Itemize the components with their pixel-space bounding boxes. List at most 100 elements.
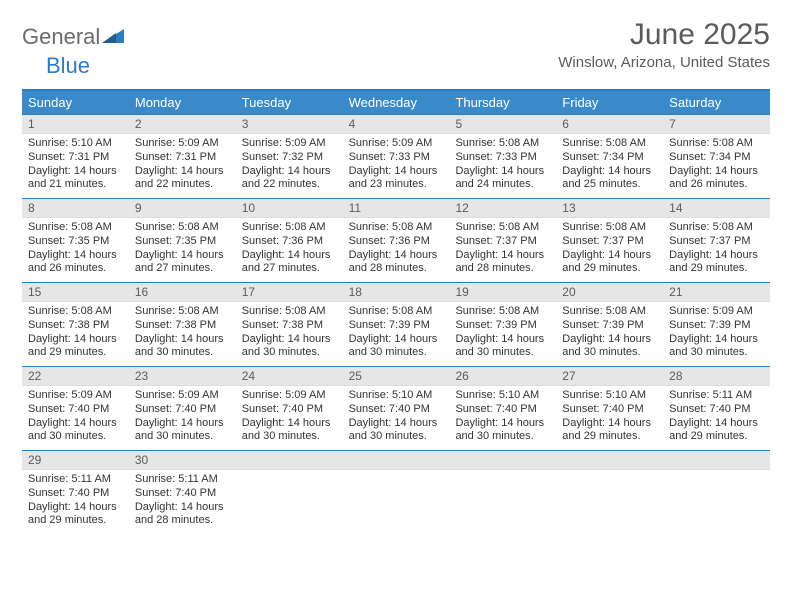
day-body: Sunrise: 5:08 AMSunset: 7:38 PMDaylight:… (22, 302, 129, 366)
sunset-text: Sunset: 7:38 PM (242, 319, 337, 333)
day-cell: 18Sunrise: 5:08 AMSunset: 7:39 PMDayligh… (343, 283, 450, 366)
sunset-text: Sunset: 7:35 PM (135, 235, 230, 249)
day-cell: 16Sunrise: 5:08 AMSunset: 7:38 PMDayligh… (129, 283, 236, 366)
day-body: Sunrise: 5:08 AMSunset: 7:38 PMDaylight:… (236, 302, 343, 366)
day-body: Sunrise: 5:10 AMSunset: 7:31 PMDaylight:… (22, 134, 129, 198)
day-number: 7 (663, 115, 770, 134)
day-number: 1 (22, 115, 129, 134)
day-number: 6 (556, 115, 663, 134)
day-number: 28 (663, 367, 770, 386)
day-cell: 2Sunrise: 5:09 AMSunset: 7:31 PMDaylight… (129, 115, 236, 198)
day-body: Sunrise: 5:09 AMSunset: 7:39 PMDaylight:… (663, 302, 770, 366)
day-cell: 5Sunrise: 5:08 AMSunset: 7:33 PMDaylight… (449, 115, 556, 198)
daylight-text: Daylight: 14 hours and 30 minutes. (455, 333, 550, 361)
daylight-text: Daylight: 14 hours and 27 minutes. (242, 249, 337, 277)
daylight-text: Daylight: 14 hours and 22 minutes. (135, 165, 230, 193)
weekday-sunday: Sunday (22, 91, 129, 114)
daylight-text: Daylight: 14 hours and 28 minutes. (349, 249, 444, 277)
day-cell: 19 Sunrise: 5:08 AMSunset: 7:39 PMDayligh… (449, 283, 556, 366)
sunrise-text: Sunrise: 5:08 AM (562, 305, 657, 319)
sunset-text: Sunset: 7:40 PM (28, 403, 123, 417)
sunset-text: Sunset: 7:39 PM (349, 319, 444, 333)
daylight-text: Daylight: 14 hours and 29 minutes. (28, 501, 123, 529)
sunrise-text: Sunrise: 5:08 AM (669, 221, 764, 235)
day-cell: 13Sunrise: 5:08 AMSunset: 7:37 PMDayligh… (556, 199, 663, 282)
sunset-text: Sunset: 7:31 PM (135, 151, 230, 165)
sunrise-text: Sunrise: 5:09 AM (135, 389, 230, 403)
daylight-text: Daylight: 14 hours and 24 minutes. (455, 165, 550, 193)
week-row: 15Sunrise: 5:08 AMSunset: 7:38 PMDayligh… (22, 282, 770, 366)
week-row: 8Sunrise: 5:08 AMSunset: 7:35 PMDaylight… (22, 198, 770, 282)
sunrise-text: Sunrise: 5:08 AM (135, 305, 230, 319)
day-number (236, 451, 343, 470)
day-number: 8 (22, 199, 129, 218)
day-body: Sunrise: 5:08 AMSunset: 7:39 PMDaylight:… (556, 302, 663, 366)
day-body: Sunrise: 5:10 AMSunset: 7:40 PMDaylight:… (343, 386, 450, 450)
sunrise-text: Sunrise: 5:10 AM (455, 389, 550, 403)
sunrise-text: Sunrise: 5:10 AM (562, 389, 657, 403)
daylight-text: Daylight: 14 hours and 22 minutes. (242, 165, 337, 193)
sunset-text: Sunset: 7:40 PM (669, 403, 764, 417)
day-body: Sunrise: 5:09 AMSunset: 7:33 PMDaylight:… (343, 134, 450, 198)
day-number (449, 451, 556, 470)
day-body: Sunrise: 5:08 AMSunset: 7:38 PMDaylight:… (129, 302, 236, 366)
daylight-text: Daylight: 14 hours and 26 minutes. (28, 249, 123, 277)
daylight-text: Daylight: 14 hours and 26 minutes. (669, 165, 764, 193)
daylight-text: Daylight: 14 hours and 23 minutes. (349, 165, 444, 193)
day-cell: 15Sunrise: 5:08 AMSunset: 7:38 PMDayligh… (22, 283, 129, 366)
sunrise-text: Sunrise: 5:08 AM (455, 137, 550, 151)
weekday-thursday: Thursday (449, 91, 556, 114)
sunset-text: Sunset: 7:39 PM (455, 319, 550, 333)
weekday-friday: Friday (556, 91, 663, 114)
day-cell (556, 451, 663, 534)
sunset-text: Sunset: 7:34 PM (669, 151, 764, 165)
day-number: 20 (556, 283, 663, 302)
logo: General (22, 24, 124, 50)
day-cell: 1Sunrise: 5:10 AMSunset: 7:31 PMDaylight… (22, 115, 129, 198)
day-body (343, 470, 450, 520)
daylight-text: Daylight: 14 hours and 30 minutes. (562, 333, 657, 361)
day-number: 12 (449, 199, 556, 218)
day-cell: 23Sunrise: 5:09 AMSunset: 7:40 PMDayligh… (129, 367, 236, 450)
daylight-text: Daylight: 14 hours and 30 minutes. (242, 333, 337, 361)
title-block: June 2025 Winslow, Arizona, United State… (558, 18, 770, 71)
logo-word-general: General (22, 24, 100, 50)
sunrise-text: Sunrise: 5:10 AM (28, 137, 123, 151)
day-cell: 20Sunrise: 5:08 AMSunset: 7:39 PMDayligh… (556, 283, 663, 366)
daylight-text: Daylight: 14 hours and 29 minutes. (28, 333, 123, 361)
sunset-text: Sunset: 7:40 PM (135, 487, 230, 501)
day-cell: 3Sunrise: 5:09 AMSunset: 7:32 PMDaylight… (236, 115, 343, 198)
day-cell: 9Sunrise: 5:08 AMSunset: 7:35 PMDaylight… (129, 199, 236, 282)
logo-word-blue: Blue (46, 53, 90, 78)
sunset-text: Sunset: 7:40 PM (28, 487, 123, 501)
day-cell (449, 451, 556, 534)
day-cell: 11Sunrise: 5:08 AMSunset: 7:36 PMDayligh… (343, 199, 450, 282)
sunset-text: Sunset: 7:40 PM (135, 403, 230, 417)
month-title: June 2025 (558, 18, 770, 52)
daylight-text: Daylight: 14 hours and 30 minutes. (242, 417, 337, 445)
day-cell: 28Sunrise: 5:11 AMSunset: 7:40 PMDayligh… (663, 367, 770, 450)
day-body: Sunrise: 5:08 AMSunset: 7:34 PMDaylight:… (663, 134, 770, 198)
sunrise-text: Sunrise: 5:11 AM (135, 473, 230, 487)
day-number: 9 (129, 199, 236, 218)
day-cell: 12Sunrise: 5:08 AMSunset: 7:37 PMDayligh… (449, 199, 556, 282)
day-number: 26 (449, 367, 556, 386)
week-row: 1Sunrise: 5:10 AMSunset: 7:31 PMDaylight… (22, 114, 770, 198)
daylight-text: Daylight: 14 hours and 30 minutes. (135, 417, 230, 445)
day-body: Sunrise: 5:08 AMSunset: 7:37 PMDaylight:… (556, 218, 663, 282)
sunset-text: Sunset: 7:33 PM (349, 151, 444, 165)
sunrise-text: Sunrise: 5:08 AM (455, 305, 550, 319)
sunrise-text: Sunrise: 5:08 AM (562, 137, 657, 151)
day-number: 29 (22, 451, 129, 470)
day-cell: 24Sunrise: 5:09 AMSunset: 7:40 PMDayligh… (236, 367, 343, 450)
weekday-header: Sunday Monday Tuesday Wednesday Thursday… (22, 91, 770, 114)
day-body (236, 470, 343, 520)
day-body: Sunrise: 5:08 AMSunset: 7:35 PMDaylight:… (129, 218, 236, 282)
sunset-text: Sunset: 7:38 PM (135, 319, 230, 333)
day-number: 19 (449, 283, 556, 302)
daylight-text: Daylight: 14 hours and 29 minutes. (669, 249, 764, 277)
day-number: 3 (236, 115, 343, 134)
sunset-text: Sunset: 7:37 PM (669, 235, 764, 249)
day-body: Sunrise: 5:08 AMSunset: 7:39 PMDaylight:… (343, 302, 450, 366)
day-cell: 7Sunrise: 5:08 AMSunset: 7:34 PMDaylight… (663, 115, 770, 198)
